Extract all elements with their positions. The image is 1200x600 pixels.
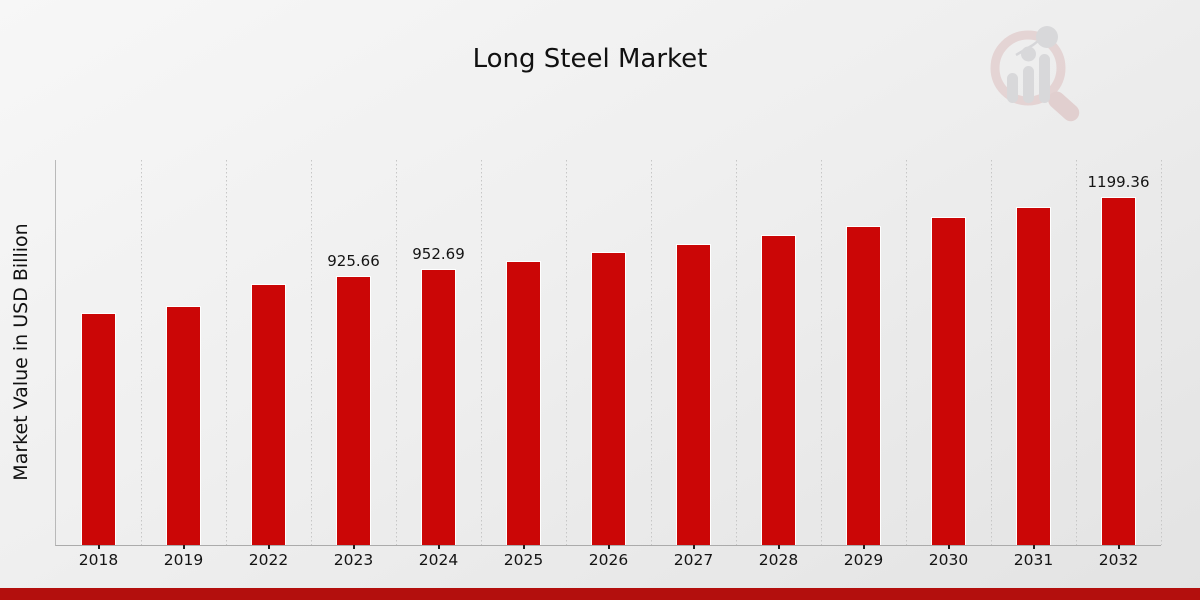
x-tick-label: 2031 <box>1013 551 1054 569</box>
market-research-future-logo-icon <box>990 26 1080 122</box>
x-axis-tick <box>863 545 865 549</box>
gridline <box>311 160 312 545</box>
logo-bar <box>1007 73 1018 103</box>
bar-2022 <box>251 283 286 545</box>
x-axis-tick <box>268 545 270 549</box>
x-axis-tick <box>608 545 610 549</box>
x-axis-tick <box>98 545 100 549</box>
x-axis-tick <box>1033 545 1035 549</box>
gridline <box>396 160 397 545</box>
x-tick-label: 2026 <box>588 551 629 569</box>
logo-dot <box>1021 46 1036 62</box>
gridline <box>1161 160 1162 545</box>
chart-title: Long Steel Market <box>472 44 708 74</box>
magnifier-handle <box>1048 91 1080 122</box>
bar-value-label: 1199.36 <box>1087 173 1150 192</box>
x-tick-label: 2024 <box>418 551 459 569</box>
x-tick-label: 2028 <box>758 551 799 569</box>
bar-2019 <box>166 305 201 545</box>
x-tick-label: 2025 <box>503 551 544 569</box>
gridline <box>481 160 482 545</box>
bar-2018 <box>81 313 116 545</box>
x-axis-tick <box>523 545 525 549</box>
bar-2025 <box>506 260 541 545</box>
bar-2024 <box>421 268 456 545</box>
bottom-accent-bar <box>0 588 1200 600</box>
bar-value-label: 925.66 <box>327 252 380 271</box>
x-tick-label: 2027 <box>673 551 714 569</box>
bar-2029 <box>846 225 881 545</box>
x-tick-label: 2019 <box>163 551 204 569</box>
x-axis-tick <box>693 545 695 549</box>
logo-bar <box>1039 54 1050 103</box>
gridline <box>821 160 822 545</box>
bar-2028 <box>761 234 796 545</box>
logo-dot <box>1036 26 1058 48</box>
x-tick-label: 2023 <box>333 551 374 569</box>
gridline <box>651 160 652 545</box>
logo-bar <box>1023 66 1034 103</box>
gridline <box>991 160 992 545</box>
bar-2026 <box>591 252 626 545</box>
gridline <box>736 160 737 545</box>
gridline <box>141 160 142 545</box>
bar-2031 <box>1016 206 1051 545</box>
x-axis-tick <box>948 545 950 549</box>
x-axis-tick <box>183 545 185 549</box>
x-axis-tick <box>778 545 780 549</box>
x-tick-label: 2032 <box>1098 551 1139 569</box>
x-axis-tick <box>438 545 440 549</box>
bar-2032 <box>1101 197 1136 545</box>
gridline <box>566 160 567 545</box>
x-tick-label: 2030 <box>928 551 969 569</box>
x-tick-label: 2029 <box>843 551 884 569</box>
x-axis-tick <box>1118 545 1120 549</box>
x-tick-label: 2022 <box>248 551 289 569</box>
bar-value-label: 952.69 <box>412 244 465 263</box>
x-tick-label: 2018 <box>78 551 119 569</box>
x-axis-tick <box>353 545 355 549</box>
bar-2027 <box>676 243 711 545</box>
bar-2023 <box>336 276 371 545</box>
y-axis-label: Market Value in USD Billion <box>10 223 32 481</box>
gridline <box>226 160 227 545</box>
plot-area: 2018 2019 2022 2023 925.66 2024 952.69 2025 2026… <box>55 160 1162 569</box>
gridline <box>906 160 907 545</box>
gridline <box>1076 160 1077 545</box>
bar-2030 <box>931 216 966 545</box>
